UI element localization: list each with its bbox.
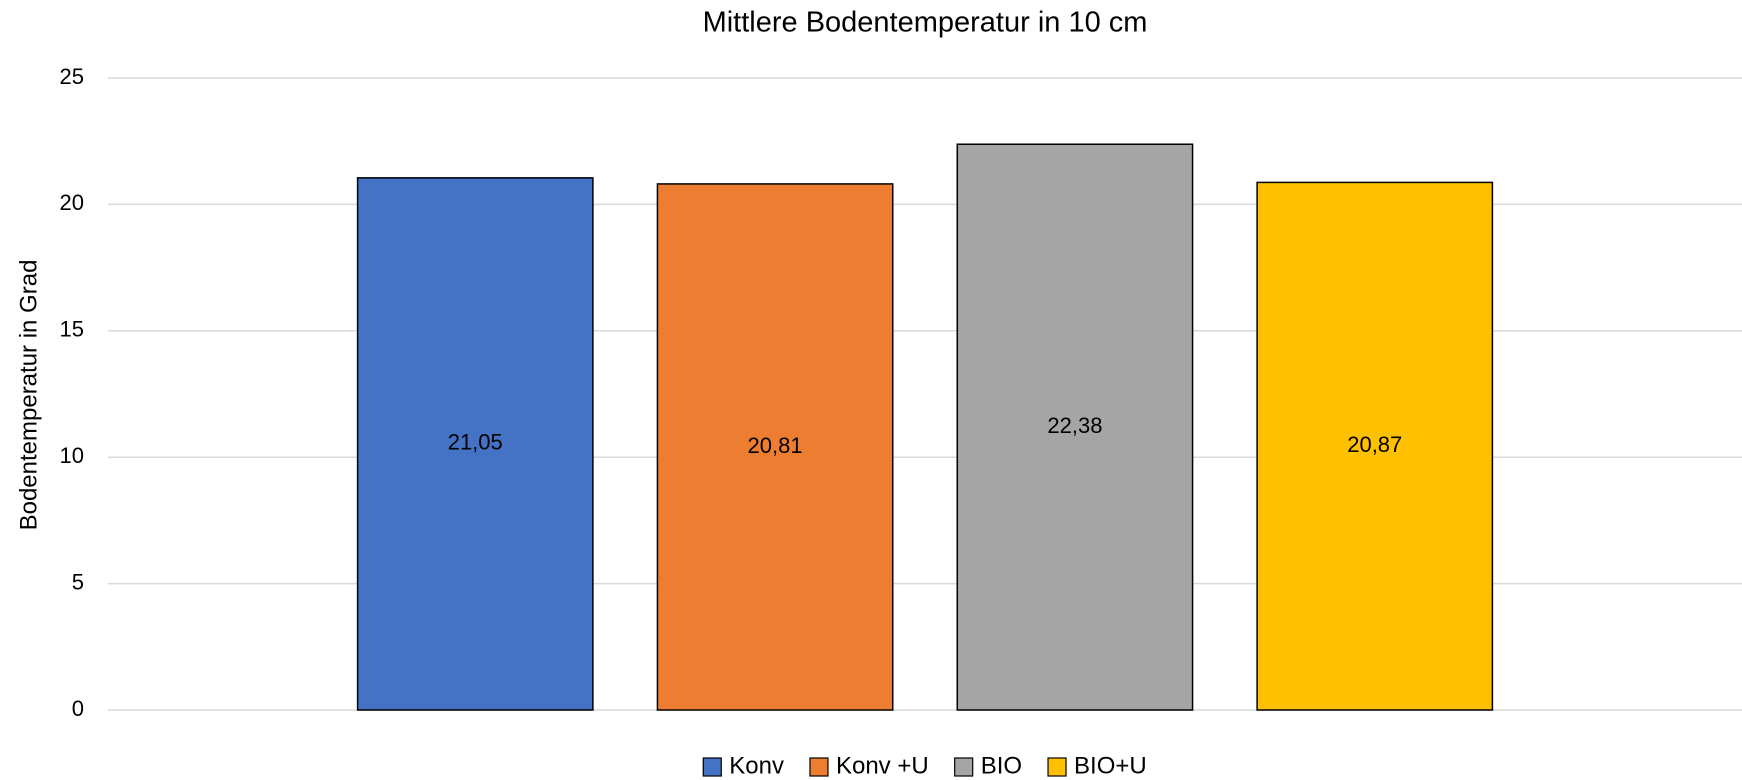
y-tick-label: 25 xyxy=(60,64,84,89)
legend-swatch xyxy=(809,757,829,777)
legend-label: BIO xyxy=(981,752,1022,779)
data-label: 20,81 xyxy=(748,433,803,458)
bar xyxy=(356,177,594,711)
legend-swatch xyxy=(1047,757,1067,777)
bar xyxy=(656,183,894,711)
y-tick-label: 5 xyxy=(72,569,84,594)
y-tick-label: 15 xyxy=(60,317,84,342)
legend-swatch xyxy=(954,757,974,777)
y-tick-label: 10 xyxy=(60,443,84,468)
y-tick-label: 20 xyxy=(60,190,84,215)
data-label: 20,87 xyxy=(1347,432,1402,457)
y-tick-label: 0 xyxy=(72,696,84,721)
data-label: 22,38 xyxy=(1047,413,1102,438)
chart-title: Mittlere Bodentemperatur in 10 cm xyxy=(703,7,1148,39)
legend-label: Konv xyxy=(729,752,784,779)
data-label: 21,05 xyxy=(448,430,503,455)
bar xyxy=(1256,181,1494,711)
bar xyxy=(956,143,1194,711)
legend-swatch xyxy=(702,757,722,777)
legend-label: BIO+U xyxy=(1074,752,1147,779)
legend-label: Konv +U xyxy=(836,752,929,779)
y-axis-label: Bodentemperatur in Grad xyxy=(15,260,42,531)
